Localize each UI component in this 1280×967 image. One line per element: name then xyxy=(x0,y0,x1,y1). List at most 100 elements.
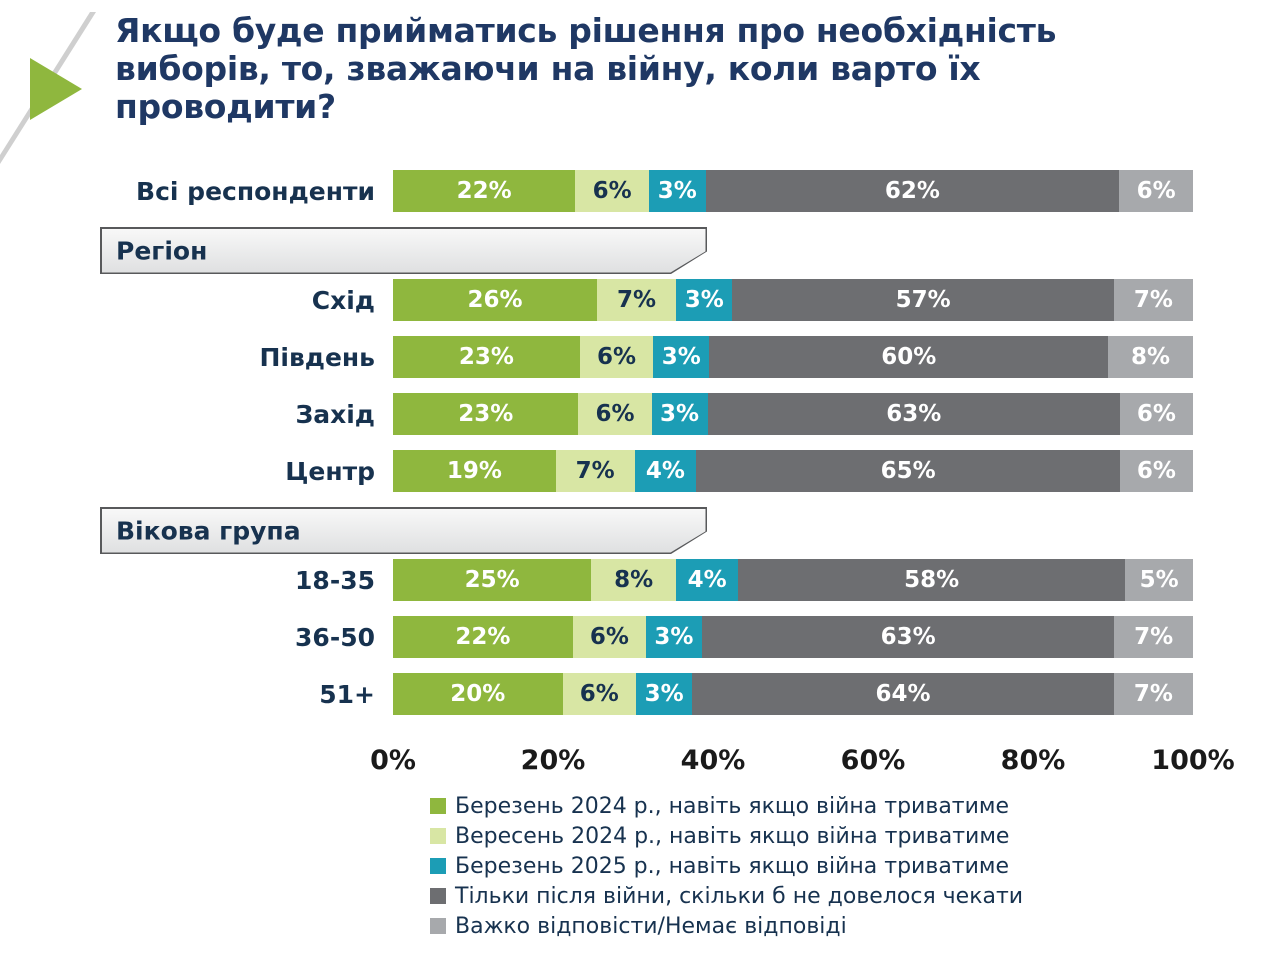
section-banner-fill xyxy=(102,509,706,553)
stacked-bar: 22% 6% 3% 63% 7% xyxy=(393,616,1193,658)
row-label: Всі респонденти xyxy=(136,176,375,206)
bar-row: 51+ 20% 6% 3% 64% 7% xyxy=(0,673,1280,715)
bar-row: Всі респонденти 22% 6% 3% 62% 6% xyxy=(0,170,1280,212)
bar-value-label: 63% xyxy=(880,624,936,650)
stacked-bar: 23% 6% 3% 63% 6% xyxy=(393,393,1193,435)
bar-segment: 6% xyxy=(1119,450,1193,492)
bar-value-label: 3% xyxy=(657,178,697,204)
legend-label: Березень 2024 р., навіть якщо війна трив… xyxy=(455,793,1010,819)
bar-segment: 4% xyxy=(676,559,739,601)
bar-row: 18-35 25% 8% 4% 58% 5% xyxy=(0,559,1280,601)
bar-row: Південь 23% 6% 3% 60% 8% xyxy=(0,336,1280,378)
bar-value-label: 6% xyxy=(589,624,629,650)
bar-segment: 57% xyxy=(732,279,1114,321)
legend-item: Вересень 2024 р., навіть якщо війна трив… xyxy=(430,821,1280,851)
bar-segment: 23% xyxy=(393,393,579,435)
bar-segment: 23% xyxy=(393,336,580,378)
legend-item: Важко відповісти/Немає відповіді xyxy=(430,911,1280,941)
row-label: Схід xyxy=(311,285,375,315)
bar-value-label: 22% xyxy=(455,624,511,650)
bar-value-label: 26% xyxy=(467,287,523,313)
bar-value-label: 6% xyxy=(579,681,619,707)
legend-item: Березень 2024 р., навіть якщо війна трив… xyxy=(430,791,1280,821)
bar-segment: 3% xyxy=(653,336,710,378)
bar-value-label: 64% xyxy=(875,681,931,707)
bar-row: 36-50 22% 6% 3% 63% 7% xyxy=(0,616,1280,658)
row-label: 51+ xyxy=(319,679,375,709)
row-label: 36-50 xyxy=(295,622,375,652)
stacked-bar: 19% 7% 4% 65% 6% xyxy=(393,450,1193,492)
bar-segment: 7% xyxy=(1113,673,1193,715)
bar-value-label: 60% xyxy=(881,344,937,370)
bar-segment: 6% xyxy=(579,336,654,378)
bar-value-label: 57% xyxy=(895,287,951,313)
legend-swatch xyxy=(430,888,446,904)
bar-value-label: 3% xyxy=(684,287,724,313)
bar-value-label: 6% xyxy=(1136,178,1176,204)
bar-segment: 22% xyxy=(393,616,573,658)
bar-value-label: 7% xyxy=(1134,624,1174,650)
bar-value-label: 3% xyxy=(644,681,684,707)
bar-segment: 7% xyxy=(1113,279,1194,321)
legend-swatch xyxy=(430,798,446,814)
axis-tick-label: 100% xyxy=(1151,745,1235,776)
legend-swatch xyxy=(430,918,446,934)
legend-item: Тільки після війни, скільки б не довелос… xyxy=(430,881,1280,911)
section-label: Вікова група xyxy=(116,516,301,545)
bar-value-label: 62% xyxy=(884,178,940,204)
bar-segment: 8% xyxy=(1108,336,1193,378)
legend-swatch xyxy=(430,828,446,844)
bar-segment: 7% xyxy=(555,450,635,492)
bar-value-label: 4% xyxy=(645,458,685,484)
bar-segment: 7% xyxy=(1114,616,1193,658)
chart-legend: Березень 2024 р., навіть якщо війна трив… xyxy=(430,791,1280,941)
page-title: Якщо буде прийматись рішення про необхід… xyxy=(115,11,1057,126)
bar-segment: 22% xyxy=(393,170,576,212)
bar-segment: 3% xyxy=(651,393,708,435)
legend-label: Березень 2025 р., навіть якщо війна трив… xyxy=(455,853,1010,879)
bar-segment: 62% xyxy=(705,170,1120,212)
bar-row: Схід 26% 7% 3% 57% 7% xyxy=(0,279,1280,321)
bar-segment: 3% xyxy=(636,673,693,715)
stacked-bar: 26% 7% 3% 57% 7% xyxy=(393,279,1194,321)
bar-value-label: 7% xyxy=(1133,287,1173,313)
bar-segment: 25% xyxy=(393,559,592,601)
bar-segment: 5% xyxy=(1125,559,1193,601)
section-banner: Регіон xyxy=(100,227,707,274)
legend-swatch xyxy=(430,858,446,874)
legend-label: Тільки після війни, скільки б не довелос… xyxy=(455,883,1024,909)
bar-value-label: 63% xyxy=(886,401,942,427)
bar-value-label: 7% xyxy=(1133,681,1173,707)
bar-segment: 6% xyxy=(572,616,646,658)
bar-value-label: 8% xyxy=(614,567,654,593)
stacked-bar: 20% 6% 3% 64% 7% xyxy=(393,673,1193,715)
row-label: Південь xyxy=(259,342,375,372)
bar-row: Центр 19% 7% 4% 65% 6% xyxy=(0,450,1280,492)
bar-value-label: 3% xyxy=(660,401,700,427)
axis-tick-label: 80% xyxy=(1000,745,1066,776)
bar-value-label: 19% xyxy=(446,458,502,484)
bar-value-label: 25% xyxy=(464,567,520,593)
row-label: Захід xyxy=(295,399,375,429)
bar-value-label: 6% xyxy=(1136,458,1176,484)
bar-segment: 63% xyxy=(701,616,1115,658)
axis-tick-label: 20% xyxy=(520,745,586,776)
bar-value-label: 3% xyxy=(661,344,701,370)
bar-value-label: 58% xyxy=(904,567,960,593)
bar-segment: 7% xyxy=(596,279,677,321)
axis-tick-label: 40% xyxy=(680,745,746,776)
bar-value-label: 7% xyxy=(575,458,615,484)
bar-value-label: 65% xyxy=(880,458,936,484)
legend-label: Вересень 2024 р., навіть якщо війна трив… xyxy=(455,823,1010,849)
bar-segment: 65% xyxy=(696,450,1120,492)
bar-segment: 8% xyxy=(591,559,677,601)
bar-value-label: 6% xyxy=(592,178,632,204)
stacked-bar: 25% 8% 4% 58% 5% xyxy=(393,559,1193,601)
bar-value-label: 7% xyxy=(617,287,657,313)
bar-value-label: 6% xyxy=(596,344,637,370)
row-label: Центр xyxy=(285,456,375,486)
section-banner: Вікова група xyxy=(100,507,707,554)
bar-segment: 6% xyxy=(1119,170,1193,212)
row-label: 18-35 xyxy=(295,565,375,595)
bar-value-label: 20% xyxy=(450,681,506,707)
